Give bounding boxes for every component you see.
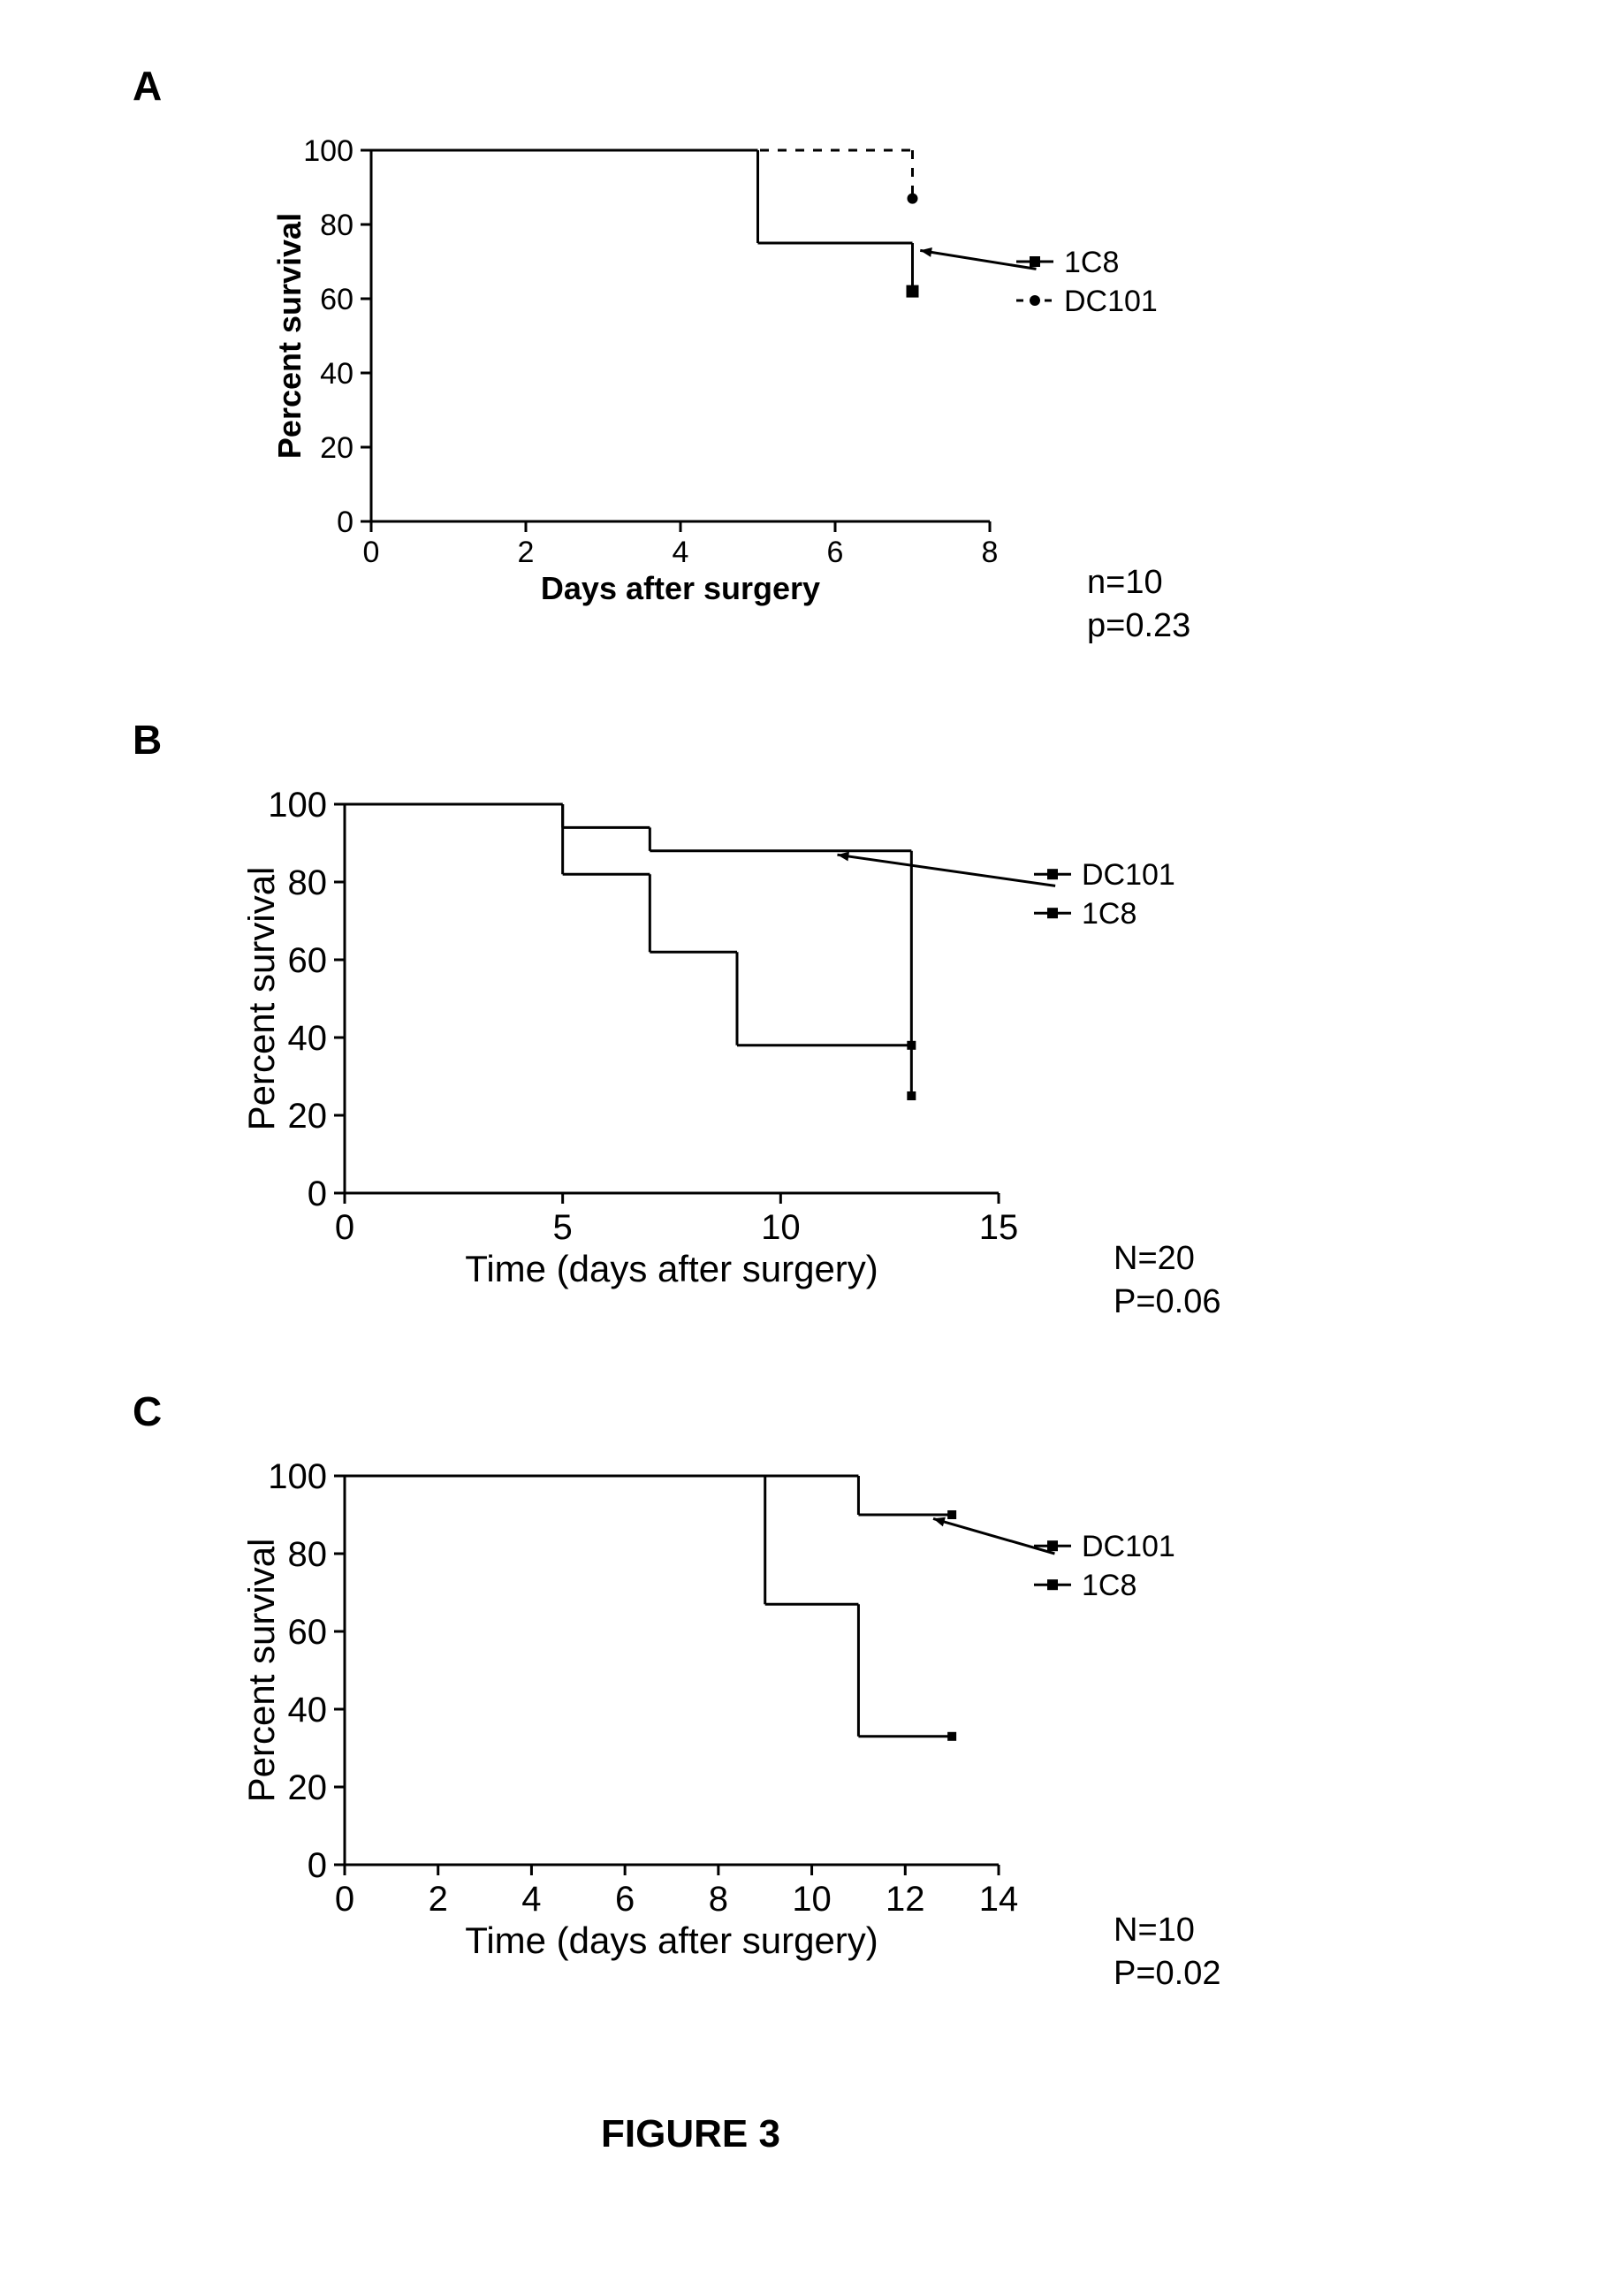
svg-text:Time (days after surgery): Time (days after surgery) — [465, 1920, 878, 1961]
panel-label-c: C — [133, 1387, 162, 1435]
svg-text:4: 4 — [673, 536, 689, 569]
svg-text:Days after surgery: Days after surgery — [541, 570, 820, 606]
legend-item-1C8: 1C8 — [1064, 246, 1119, 279]
svg-text:Percent survival: Percent survival — [274, 213, 308, 459]
svg-text:Percent survival: Percent survival — [247, 867, 282, 1131]
svg-text:100: 100 — [268, 787, 327, 825]
svg-text:0: 0 — [308, 1846, 327, 1885]
svg-text:40: 40 — [288, 1019, 328, 1058]
svg-text:Time (days after surgery): Time (days after surgery) — [465, 1248, 878, 1289]
svg-text:40: 40 — [320, 357, 353, 391]
svg-text:6: 6 — [827, 536, 844, 569]
svg-text:60: 60 — [320, 283, 353, 316]
n-c: N=10 — [1114, 1909, 1221, 1952]
stats-b: N=20 P=0.06 — [1114, 1237, 1221, 1325]
n-b: N=20 — [1114, 1237, 1221, 1281]
stats-a: n=10 p=0.23 — [1087, 561, 1190, 649]
svg-text:14: 14 — [979, 1880, 1019, 1919]
panel-label-a: A — [133, 62, 162, 110]
svg-text:4: 4 — [521, 1880, 541, 1919]
p-c: P=0.02 — [1114, 1952, 1221, 1996]
svg-text:40: 40 — [288, 1691, 328, 1730]
svg-text:20: 20 — [320, 431, 353, 465]
svg-text:Percent survival: Percent survival — [247, 1539, 282, 1803]
stats-c: N=10 P=0.02 — [1114, 1909, 1221, 1996]
panel-label-b: B — [133, 716, 162, 764]
legend-item-1C8: 1C8 — [1082, 1569, 1136, 1602]
svg-text:2: 2 — [429, 1880, 448, 1919]
svg-text:80: 80 — [288, 863, 328, 902]
svg-text:20: 20 — [288, 1768, 328, 1807]
svg-text:0: 0 — [335, 1880, 354, 1919]
p-b: P=0.06 — [1114, 1281, 1221, 1324]
svg-text:0: 0 — [337, 506, 353, 539]
legend-item-1C8: 1C8 — [1082, 897, 1136, 931]
figure-page: A 02040608010002468Percent survivalDays … — [0, 0, 1604, 2296]
chart-b: 0 20 40 60 80 100 0 5 10 15 Percent survival Time (… — [247, 787, 1228, 1295]
svg-text:0: 0 — [335, 1208, 354, 1247]
svg-text:60: 60 — [288, 941, 328, 980]
figure-caption: FIGURE 3 — [601, 2112, 780, 2156]
svg-text:20: 20 — [288, 1097, 328, 1136]
svg-text:0: 0 — [363, 536, 380, 569]
legend-item-DC101: DC101 — [1082, 1530, 1175, 1563]
svg-text:6: 6 — [615, 1880, 635, 1919]
svg-text:80: 80 — [288, 1535, 328, 1574]
legend-item-DC101: DC101 — [1082, 858, 1175, 892]
svg-text:15: 15 — [979, 1208, 1019, 1247]
svg-text:100: 100 — [268, 1458, 327, 1496]
svg-text:80: 80 — [320, 209, 353, 242]
svg-text:100: 100 — [303, 134, 353, 168]
svg-text:8: 8 — [982, 536, 999, 569]
chart-a: 0 20 40 60 80 100 0 2 4 6 8 Percent survival Days af… — [274, 133, 1220, 623]
svg-text:2: 2 — [518, 536, 535, 569]
svg-text:0: 0 — [308, 1175, 327, 1213]
svg-text:10: 10 — [761, 1208, 801, 1247]
svg-text:5: 5 — [553, 1208, 573, 1247]
svg-text:12: 12 — [886, 1880, 924, 1919]
chart-c: 0 20 40 60 80 100 0 2 4 6 8 10 12 14 Percent survival T… — [247, 1458, 1228, 1966]
n-a: n=10 — [1087, 561, 1190, 604]
svg-text:10: 10 — [792, 1880, 832, 1919]
svg-text:8: 8 — [709, 1880, 728, 1919]
svg-text:60: 60 — [288, 1613, 328, 1652]
legend-item-DC101: DC101 — [1064, 285, 1158, 318]
p-a: p=0.23 — [1087, 604, 1190, 648]
